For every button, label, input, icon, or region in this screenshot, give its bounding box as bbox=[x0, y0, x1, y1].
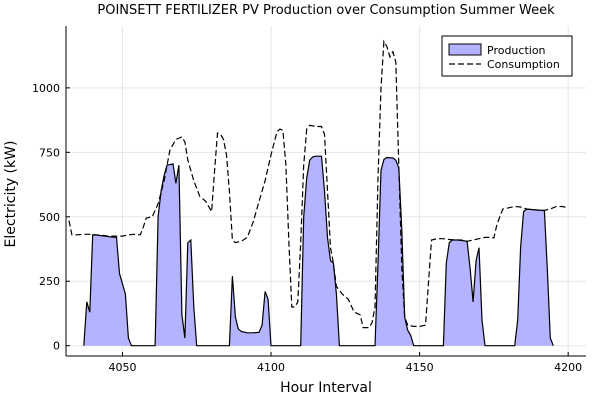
x-tick-label: 4150 bbox=[406, 361, 434, 374]
legend-production-label: Production bbox=[487, 44, 546, 57]
production-area bbox=[443, 240, 485, 346]
legend-production-swatch bbox=[448, 43, 482, 56]
y-tick-label: 0 bbox=[53, 340, 60, 353]
y-tick-label: 500 bbox=[39, 211, 60, 224]
legend-box bbox=[441, 35, 573, 77]
legend-consumption-label: Consumption bbox=[487, 58, 560, 71]
x-tick-label: 4100 bbox=[257, 361, 285, 374]
production-area bbox=[83, 234, 132, 346]
production-area bbox=[229, 276, 271, 346]
x-tick-label: 4200 bbox=[554, 361, 582, 374]
y-tick-label: 750 bbox=[39, 146, 60, 159]
y-tick-label: 250 bbox=[39, 275, 60, 288]
x-axis-label: Hour Interval bbox=[280, 380, 372, 396]
production-series-line bbox=[83, 155, 554, 347]
axes: 4050 4100 4150 4200 0 250 500 750 1000 bbox=[32, 26, 586, 374]
y-tick-label: 1000 bbox=[32, 82, 60, 95]
plot-area bbox=[68, 39, 569, 347]
consumption-series-line bbox=[68, 39, 569, 329]
chart-title: POINSETT FERTILIZER PV Production over C… bbox=[97, 3, 555, 18]
production-area bbox=[300, 156, 340, 346]
y-axis-label: Electricity (kW) bbox=[3, 141, 19, 248]
production-area bbox=[514, 209, 554, 346]
legend: Production Consumption bbox=[441, 35, 573, 77]
x-tick-label: 4050 bbox=[108, 361, 136, 374]
